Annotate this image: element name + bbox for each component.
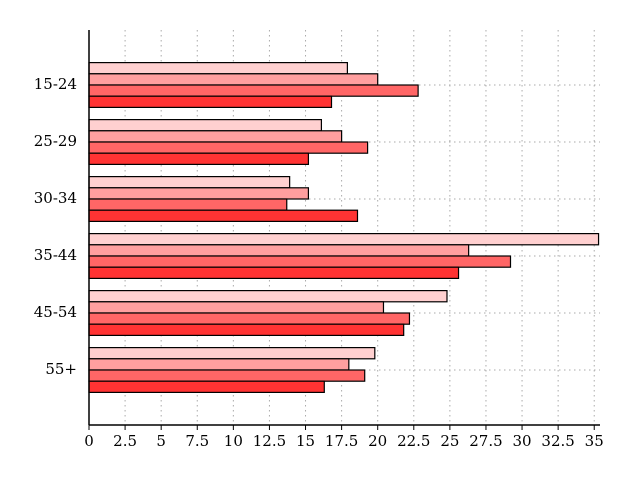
x-tick-label: 10 xyxy=(224,432,243,450)
bar xyxy=(88,209,359,222)
bar xyxy=(88,290,448,303)
bar xyxy=(88,323,405,337)
bar xyxy=(88,266,460,280)
bar xyxy=(88,198,288,211)
bar xyxy=(88,301,385,314)
x-tick-label: 32.5 xyxy=(541,432,574,450)
bar xyxy=(88,358,350,371)
y-tick-label: 30-34 xyxy=(34,189,77,207)
x-tick-label: 20 xyxy=(368,432,387,450)
y-tick-label: 45-54 xyxy=(34,303,77,321)
bar xyxy=(88,61,348,75)
bar xyxy=(88,152,310,165)
x-tick-label: 30 xyxy=(513,432,532,450)
y-tick-label: 35-44 xyxy=(34,246,77,264)
x-tick-label: 22.5 xyxy=(397,432,430,450)
y-tick-label: 25-29 xyxy=(34,132,77,150)
x-tick-label: 25 xyxy=(440,432,459,450)
bar xyxy=(88,141,369,154)
x-tick-label: 27.5 xyxy=(469,432,502,450)
x-tick-label: 17.5 xyxy=(325,432,358,450)
bar xyxy=(88,244,470,257)
bar xyxy=(88,176,291,189)
x-tick-label: 12.5 xyxy=(253,432,286,450)
bar xyxy=(88,118,323,132)
bar xyxy=(88,95,333,108)
y-tick-label: 55+ xyxy=(45,360,77,378)
bar xyxy=(88,73,379,86)
y-tick-label: 15-24 xyxy=(34,75,77,93)
bar xyxy=(88,312,411,325)
x-tick-label: 5 xyxy=(156,432,166,450)
bar xyxy=(88,233,600,246)
bar xyxy=(88,347,376,360)
bar xyxy=(88,84,419,97)
x-tick-label: 0 xyxy=(84,432,94,450)
x-tick-label: 15 xyxy=(296,432,315,450)
bar xyxy=(88,187,310,200)
x-tick-label: 35 xyxy=(585,432,604,450)
bar xyxy=(88,380,325,394)
bar xyxy=(88,130,343,143)
x-tick-label: 2.5 xyxy=(113,432,137,450)
bar xyxy=(88,255,512,268)
x-tick-label: 7.5 xyxy=(185,432,209,450)
bar xyxy=(88,369,366,382)
